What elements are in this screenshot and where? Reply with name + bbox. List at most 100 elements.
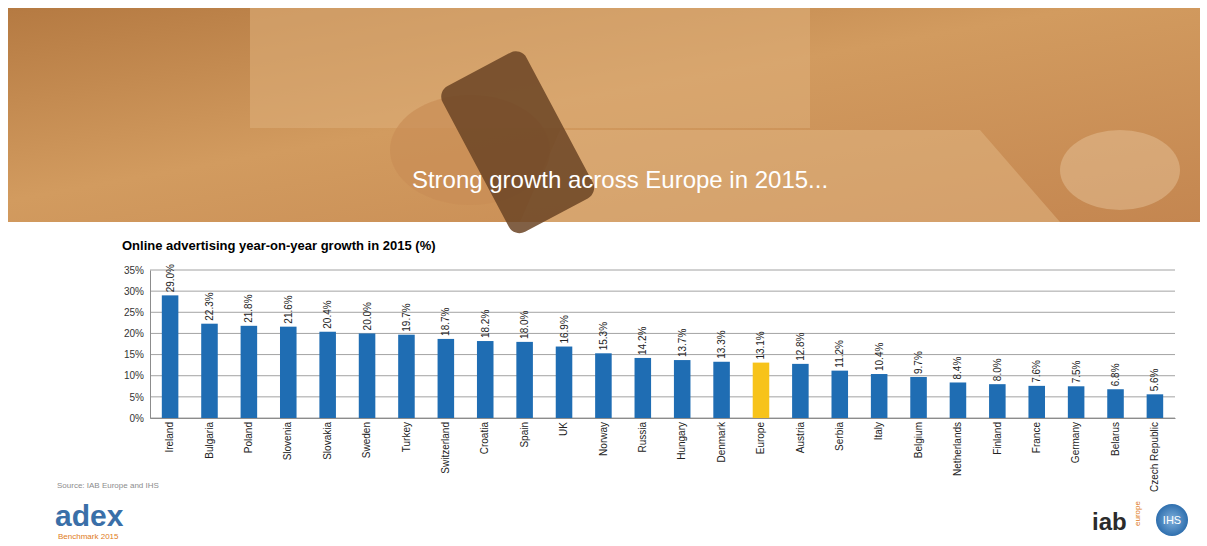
x-tick: Bulgaria xyxy=(204,418,215,459)
banner: Strong growth across Europe in 2015... xyxy=(8,8,1200,237)
banner-phone xyxy=(437,47,598,237)
x-tick-label: Finland xyxy=(992,422,1003,455)
x-tick: Hungary xyxy=(676,418,687,460)
x-tick: Netherlands xyxy=(952,418,963,476)
x-tick: Turkey xyxy=(401,418,412,452)
x-tick-label: Czech Republic xyxy=(1149,422,1160,492)
x-tick: Norway xyxy=(598,418,609,456)
x-tick: Europe xyxy=(755,418,766,454)
x-tick-label: Slovenia xyxy=(282,422,293,461)
data-label: 7.6% xyxy=(1031,360,1042,383)
bar xyxy=(241,326,258,418)
y-tick-label: 20% xyxy=(124,328,144,339)
x-tick: Czech Republic xyxy=(1149,418,1160,492)
bars xyxy=(162,295,1163,418)
data-label: 29.0% xyxy=(165,264,176,292)
banner-cup xyxy=(1060,130,1180,210)
bar xyxy=(398,335,415,418)
data-label: 5.6% xyxy=(1149,368,1160,391)
x-tick: Austria xyxy=(795,418,806,453)
x-tick-label: Switzerland xyxy=(440,422,451,474)
y-tick: 35% xyxy=(124,265,150,276)
logo-text: iab xyxy=(1092,508,1127,535)
x-tick-label: Croatia xyxy=(479,422,490,455)
x-tick-label: Hungary xyxy=(676,422,687,460)
bar xyxy=(635,358,652,418)
x-tick: Slovenia xyxy=(282,418,293,460)
bar xyxy=(595,353,612,418)
chart-title: Online advertising year-on-year growth i… xyxy=(122,238,436,253)
banner-background xyxy=(8,8,1200,222)
data-label: 13.7% xyxy=(677,329,688,357)
x-axis: IrelandBulgariaPolandSloveniaSlovakiaSwe… xyxy=(151,418,1176,492)
x-tick-label: Serbia xyxy=(834,422,845,451)
grid-line xyxy=(150,354,1175,355)
data-label: 7.5% xyxy=(1071,360,1082,383)
logo-text: europe xyxy=(1133,501,1142,526)
y-tick: 5% xyxy=(130,392,150,403)
bar xyxy=(674,360,691,418)
x-tick: Croatia xyxy=(479,418,490,454)
x-tick-label: Spain xyxy=(519,422,530,448)
y-tick-label: 0% xyxy=(130,413,145,424)
data-label: 18.0% xyxy=(519,310,530,338)
data-label: 21.8% xyxy=(243,294,254,322)
x-tick-label: Netherlands xyxy=(952,422,963,476)
x-tick-label: Germany xyxy=(1070,422,1081,463)
logo-ihs: IHS xyxy=(1156,504,1188,536)
data-label: 20.4% xyxy=(322,300,333,328)
data-label: 12.8% xyxy=(795,332,806,360)
bar xyxy=(319,332,336,418)
x-tick-label: Ireland xyxy=(164,422,175,453)
bar xyxy=(1107,389,1124,418)
bar xyxy=(950,382,967,418)
logo-text: adex xyxy=(55,499,124,532)
logo-text: IHS xyxy=(1163,514,1181,526)
data-label: 9.7% xyxy=(913,351,924,374)
bar xyxy=(1147,394,1164,418)
data-label: 18.2% xyxy=(480,310,491,338)
grid-line xyxy=(150,396,1175,397)
bar xyxy=(1028,386,1045,418)
data-label: 16.9% xyxy=(559,315,570,343)
logo-circle xyxy=(1156,504,1188,536)
x-tick-label: Denmark xyxy=(716,421,727,463)
data-label: 21.6% xyxy=(283,295,294,323)
y-tick-label: 15% xyxy=(124,349,144,360)
x-tick-label: Slovakia xyxy=(322,422,333,460)
y-tick-label: 35% xyxy=(124,265,144,276)
logo-iab: iab europe xyxy=(1092,501,1142,535)
y-tick: 30% xyxy=(124,286,150,297)
bar xyxy=(753,363,770,418)
data-labels: 29.0%22.3%21.8%21.6%20.4%20.0%19.7%18.7%… xyxy=(165,264,1161,391)
x-tick: Poland xyxy=(243,418,254,453)
y-tick: 20% xyxy=(124,328,150,339)
grid-line xyxy=(150,291,1175,292)
x-tick: Italy xyxy=(873,418,884,440)
x-tick-label: Belgium xyxy=(913,422,924,458)
x-tick: Slovakia xyxy=(322,418,333,460)
y-tick: 25% xyxy=(124,307,150,318)
x-tick: Denmark xyxy=(716,418,727,463)
data-label: 19.7% xyxy=(401,303,412,331)
source-note: Source: IAB Europe and IHS xyxy=(57,481,159,490)
y-tick-label: 30% xyxy=(124,286,144,297)
x-tick: Belgium xyxy=(913,418,924,458)
y-axis: 0%5%10%15%20%25%30%35% xyxy=(124,265,151,424)
logo-text: Benchmark 2015 xyxy=(58,532,119,541)
bar xyxy=(713,362,730,418)
bar xyxy=(1068,386,1085,418)
x-tick: Russia xyxy=(637,418,648,453)
x-tick-label: Europe xyxy=(755,422,766,455)
slide: Strong growth across Europe in 2015...On… xyxy=(0,0,1207,546)
bar xyxy=(871,374,888,418)
x-tick: Ireland xyxy=(164,418,175,453)
grid-line xyxy=(150,270,1175,271)
bar xyxy=(910,377,927,418)
data-label: 20.0% xyxy=(362,302,373,330)
x-tick-label: Turkey xyxy=(401,422,412,452)
grid-line xyxy=(150,333,1175,334)
data-label: 6.8% xyxy=(1110,363,1121,386)
x-tick: Belarus xyxy=(1110,418,1121,456)
x-tick-label: Belarus xyxy=(1110,422,1121,456)
